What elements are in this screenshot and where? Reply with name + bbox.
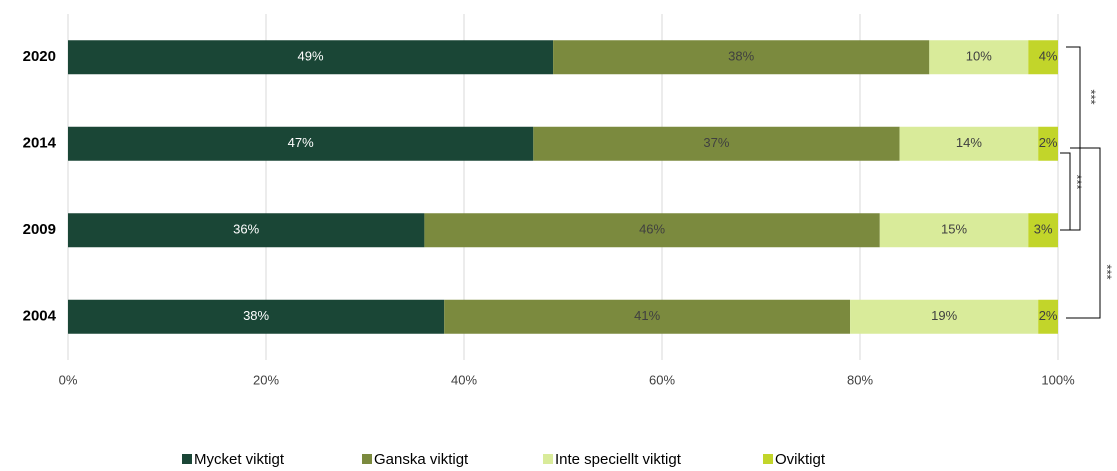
y-tick-label: 2014: [23, 135, 57, 152]
data-label: 41%: [634, 308, 660, 323]
data-label: 4%: [1039, 49, 1058, 64]
bar-segment: [68, 299, 445, 334]
bar-segment: [879, 213, 1029, 248]
bracket: [1060, 152, 1071, 231]
bracket: [1066, 46, 1081, 231]
data-label: 37%: [703, 135, 729, 150]
annotation: ***: [1070, 174, 1085, 189]
bar-segment: [444, 299, 851, 334]
bar-segment: [1028, 40, 1058, 75]
bar-segment: [929, 40, 1029, 75]
bar-segment: [533, 126, 900, 161]
data-label: 15%: [941, 222, 967, 237]
y-tick-label: 2020: [23, 48, 56, 65]
annotation: ***: [1084, 89, 1099, 104]
bracket: [1066, 147, 1101, 319]
legend-swatch: [543, 454, 553, 464]
bar-segment: [68, 40, 554, 75]
data-label: 3%: [1034, 222, 1053, 237]
legend-swatch: [763, 454, 773, 464]
legend-label: Oviktigt: [775, 451, 826, 468]
bar-segment: [424, 213, 880, 248]
data-label: 49%: [298, 49, 324, 64]
bar-segment: [899, 126, 1039, 161]
bar-segment: [68, 213, 425, 248]
y-tick-label: 2004: [23, 308, 57, 325]
data-label: 10%: [966, 49, 992, 64]
x-tick-label: 60%: [649, 372, 675, 387]
data-label: 38%: [243, 308, 269, 323]
significance-brackets: [1060, 46, 1101, 319]
legend-label: Mycket viktigt: [194, 451, 285, 468]
data-label: 46%: [639, 222, 665, 237]
data-label: 19%: [931, 308, 957, 323]
data-label: 2%: [1039, 135, 1058, 150]
legend-swatch: [182, 454, 192, 464]
data-label: 47%: [288, 135, 314, 150]
bar-segment: [1038, 126, 1058, 161]
bar-segment: [850, 299, 1039, 334]
bar-segment: [1028, 213, 1058, 248]
x-tick-label: 40%: [451, 372, 477, 387]
x-tick-label: 0%: [59, 372, 78, 387]
data-label: 36%: [233, 222, 259, 237]
bar-segment: [68, 126, 534, 161]
legend-label: Inte speciellt viktigt: [555, 451, 682, 468]
x-tick-label: 80%: [847, 372, 873, 387]
x-tick-label: 100%: [1041, 372, 1075, 387]
bars: [68, 40, 1058, 334]
legend-label: Ganska viktigt: [374, 451, 469, 468]
bar-segment: [553, 40, 930, 75]
x-tick-label: 20%: [253, 372, 279, 387]
annotation: ***: [1100, 264, 1115, 279]
data-label: 14%: [956, 135, 982, 150]
data-label: 38%: [728, 49, 754, 64]
y-tick-label: 2009: [23, 221, 56, 238]
legend-swatch: [362, 454, 372, 464]
bar-segment: [1038, 299, 1058, 334]
data-label: 2%: [1039, 308, 1058, 323]
